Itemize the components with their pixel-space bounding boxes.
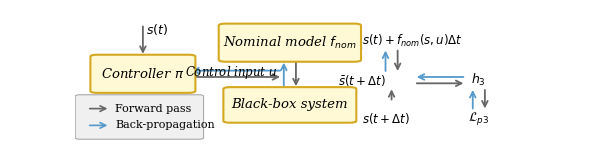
Text: $s(t) + f_{nom}(s,u)\Delta t$: $s(t) + f_{nom}(s,u)\Delta t$ (362, 33, 463, 49)
FancyBboxPatch shape (75, 95, 203, 139)
Text: $s(t)$: $s(t)$ (146, 22, 168, 37)
Text: Forward pass: Forward pass (115, 104, 191, 114)
FancyBboxPatch shape (90, 55, 196, 93)
Text: Black-box system: Black-box system (232, 99, 348, 111)
Text: Controller $\pi$: Controller $\pi$ (101, 67, 185, 81)
Text: $h_3$: $h_3$ (471, 72, 486, 88)
FancyBboxPatch shape (219, 24, 361, 62)
Text: Control input $u$: Control input $u$ (185, 64, 278, 81)
Text: $s(t+\Delta t)$: $s(t+\Delta t)$ (362, 111, 410, 126)
Text: $\mathcal{L}_{p3}$: $\mathcal{L}_{p3}$ (468, 110, 489, 127)
FancyBboxPatch shape (223, 87, 356, 123)
Text: $\bar{s}(t+\Delta t)$: $\bar{s}(t+\Delta t)$ (338, 73, 386, 88)
Text: Nominal model $f_{nom}$: Nominal model $f_{nom}$ (223, 35, 356, 51)
Text: Back-propagation: Back-propagation (115, 120, 215, 130)
